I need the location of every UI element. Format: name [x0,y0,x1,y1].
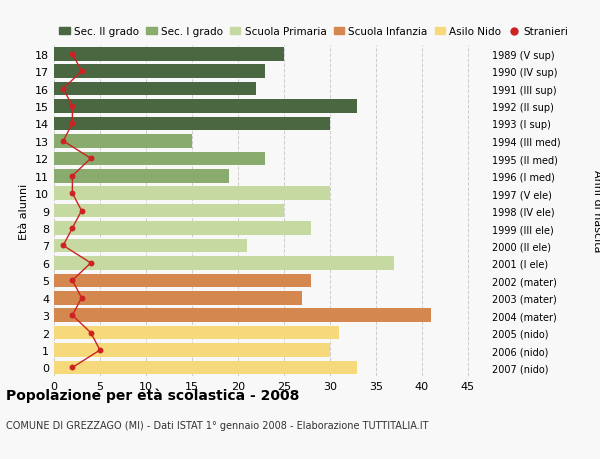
Point [68,51,77,58]
Bar [54,187,330,201]
Point [68,277,77,285]
Text: COMUNE DI GREZZAGO (MI) - Dati ISTAT 1° gennaio 2008 - Elaborazione TUTTITALIA.I: COMUNE DI GREZZAGO (MI) - Dati ISTAT 1° … [6,420,428,430]
Point [95,347,105,354]
Bar [54,118,330,131]
Bar [54,152,265,166]
Point [77,68,86,76]
Bar [54,135,192,148]
Bar [54,65,265,79]
Bar [54,48,284,62]
Bar [54,326,339,340]
Point [68,190,77,197]
Point [68,121,77,128]
Point [68,103,77,111]
Point [58,242,68,250]
Point [86,260,95,267]
Point [68,364,77,371]
Bar [54,239,247,253]
Point [86,155,95,162]
Point [68,225,77,232]
Point [77,207,86,215]
Point [68,312,77,319]
Bar [54,204,284,218]
Point [58,86,68,93]
Bar [54,222,311,235]
Bar [54,291,302,305]
Point [77,294,86,302]
Bar [54,361,358,375]
Bar [54,169,229,183]
Point [86,329,95,336]
Text: Anni di nascita: Anni di nascita [592,170,600,252]
Point [58,138,68,145]
Bar [54,257,394,270]
Bar [54,309,431,322]
Y-axis label: Età alunni: Età alunni [19,183,29,239]
Legend: Sec. II grado, Sec. I grado, Scuola Primaria, Scuola Infanzia, Asilo Nido, Stran: Sec. II grado, Sec. I grado, Scuola Prim… [59,28,568,37]
Text: Popolazione per età scolastica - 2008: Popolazione per età scolastica - 2008 [6,388,299,403]
Bar [54,343,330,357]
Bar [54,100,358,113]
Bar [54,274,311,287]
Point [68,173,77,180]
Bar [54,83,256,96]
